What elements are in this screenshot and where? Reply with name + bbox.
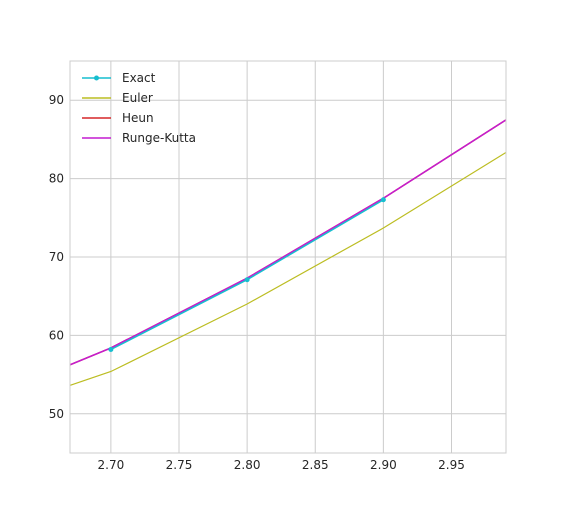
series-point-exact <box>244 277 250 283</box>
series-line-heun <box>70 118 506 366</box>
series-line-runge-kutta <box>70 118 506 366</box>
tick-labels: 2.70 2.75 2.80 2.85 2.90 2.95 50 60 70 80 90 <box>49 93 465 472</box>
series-point-exact <box>108 347 114 353</box>
x-tick-label: 2.95 <box>438 458 465 472</box>
grid <box>70 61 506 453</box>
y-tick-label: 70 <box>49 250 64 264</box>
series-line-euler <box>70 151 506 386</box>
legend-label-exact: Exact <box>122 71 156 85</box>
y-tick-label: 60 <box>49 328 64 342</box>
legend: Exact Euler Heun Runge-Kutta <box>82 71 196 145</box>
x-tick-label: 2.75 <box>166 458 193 472</box>
y-tick-label: 80 <box>49 172 64 186</box>
plot-series <box>70 118 506 386</box>
series-point-exact <box>380 197 386 203</box>
x-tick-label: 2.85 <box>302 458 329 472</box>
x-tick-label: 2.90 <box>370 458 397 472</box>
axes-frame <box>69 60 507 454</box>
legend-label-runge-kutta: Runge-Kutta <box>122 131 196 145</box>
y-tick-label: 90 <box>49 93 64 107</box>
legend-label-euler: Euler <box>122 91 153 105</box>
legend-label-heun: Heun <box>122 111 154 125</box>
x-tick-label: 2.70 <box>98 458 125 472</box>
x-tick-label: 2.80 <box>234 458 261 472</box>
legend-marker-exact <box>94 75 99 81</box>
y-tick-label: 50 <box>49 407 64 421</box>
